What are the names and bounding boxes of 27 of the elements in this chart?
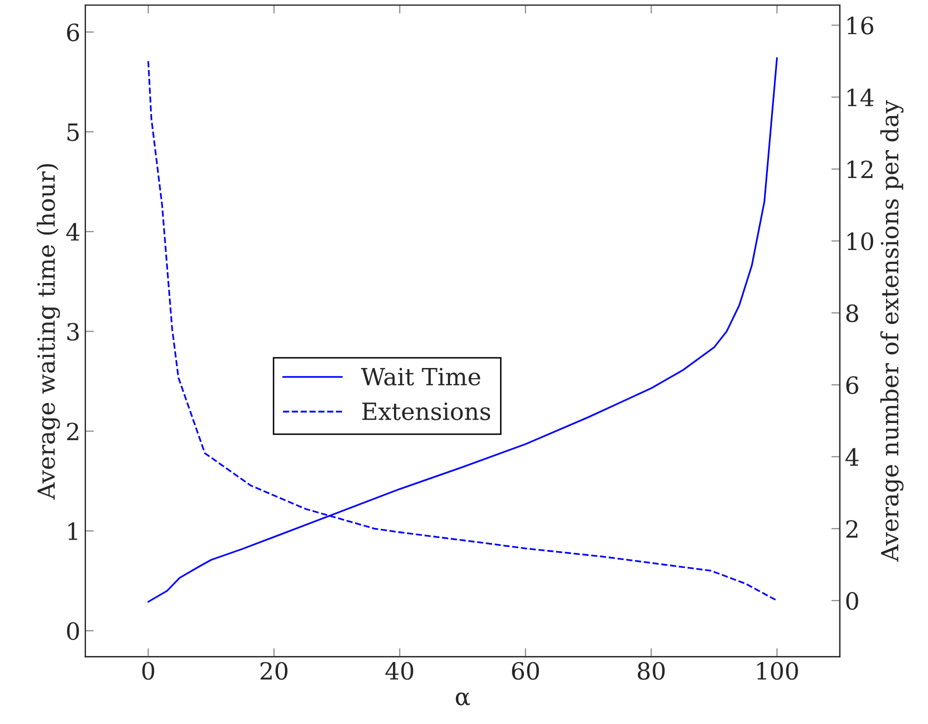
y-tick-label: 1 [68, 522, 78, 540]
y2-tick-label: 10 [848, 232, 874, 250]
y-tick-label: 2 [67, 422, 78, 440]
y2-tick-label: 0 [846, 592, 858, 610]
y2-tick-label: 4 [845, 448, 859, 466]
y-tick-label: 3 [67, 322, 79, 341]
y-tick-label: 5 [68, 124, 79, 142]
y2-tick-label: 12 [848, 160, 872, 178]
legend-label: Wait Time [361, 368, 480, 386]
x-tick-label: 0 [142, 662, 154, 680]
y-axis-title: Average waiting time (hour) [36, 164, 60, 500]
y2-axis-title: Average number of extensions per day [880, 100, 904, 562]
y2-tick-label: 8 [846, 304, 858, 322]
legend-label: Extensions [362, 402, 490, 420]
x-tick-label: 100 [757, 662, 798, 680]
x-tick-label: 40 [385, 662, 414, 680]
y2-tick-label: 2 [846, 520, 858, 538]
y2-tick-label: 6 [846, 376, 858, 394]
y-tick-label: 4 [66, 223, 80, 241]
x-tick-label: 80 [638, 662, 665, 680]
y-tick-label: 0 [67, 622, 79, 640]
y2-tick-label: 16 [848, 16, 874, 35]
x-axis-title: α [456, 692, 470, 706]
y-tick-label: 6 [67, 23, 80, 42]
x-tick-label: 20 [260, 662, 288, 680]
x-tick-label: 60 [512, 662, 539, 680]
y2-tick-label: 14 [848, 88, 874, 106]
